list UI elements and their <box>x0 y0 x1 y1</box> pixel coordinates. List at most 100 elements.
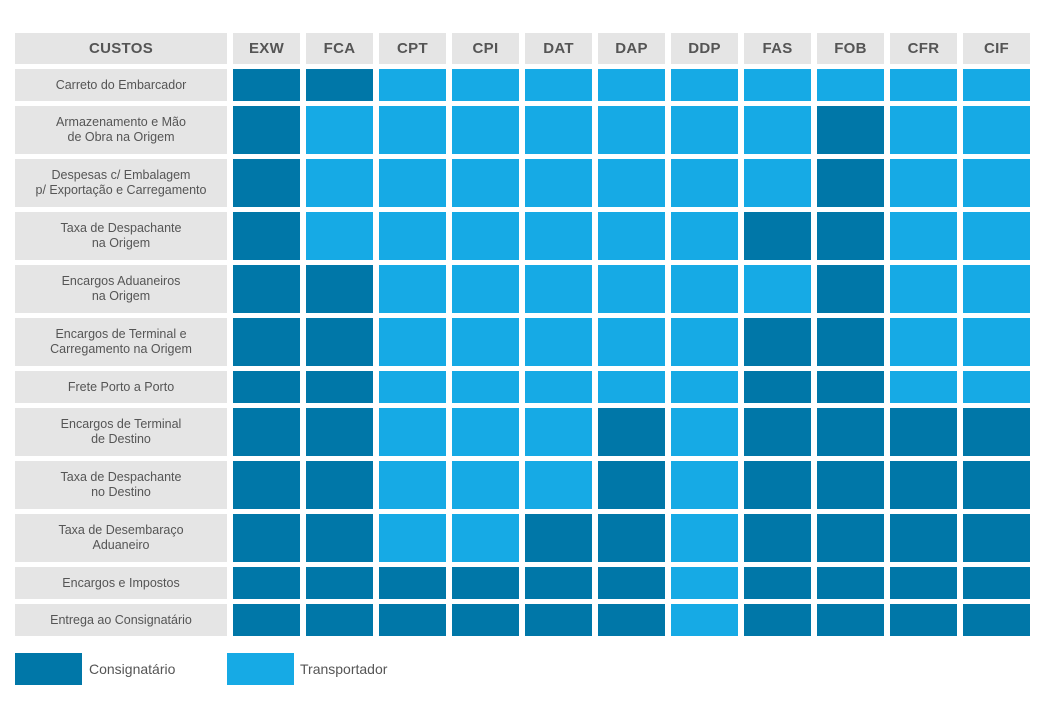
cell-cfr-transportador <box>890 318 957 366</box>
cell-ddp-transportador <box>671 159 738 207</box>
cell-cif-transportador <box>963 106 1030 154</box>
cell-cpt-consignatario <box>379 567 446 599</box>
cell-fob-consignatario <box>817 461 884 509</box>
cell-cpi-transportador <box>452 265 519 313</box>
header-dap: DAP <box>598 33 665 64</box>
cell-fca-transportador <box>306 106 373 154</box>
cell-exw-consignatario <box>233 212 300 260</box>
row-label: Entrega ao Consignatário <box>15 604 227 636</box>
cell-exw-consignatario <box>233 371 300 403</box>
cell-dap-transportador <box>598 318 665 366</box>
cell-ddp-transportador <box>671 567 738 599</box>
cell-cif-transportador <box>963 265 1030 313</box>
header-fas: FAS <box>744 33 811 64</box>
cell-dat-transportador <box>525 461 592 509</box>
cell-cfr-consignatario <box>890 461 957 509</box>
cell-fca-consignatario <box>306 69 373 101</box>
cell-cfr-consignatario <box>890 514 957 562</box>
cell-cfr-transportador <box>890 212 957 260</box>
cell-ddp-transportador <box>671 371 738 403</box>
cell-fob-consignatario <box>817 604 884 636</box>
legend-swatch-consignatario <box>15 653 82 685</box>
cell-cif-transportador <box>963 212 1030 260</box>
cell-cpt-transportador <box>379 265 446 313</box>
cell-cfr-transportador <box>890 159 957 207</box>
header-fca: FCA <box>306 33 373 64</box>
cell-cif-consignatario <box>963 567 1030 599</box>
cell-dat-transportador <box>525 371 592 403</box>
cell-cpt-transportador <box>379 69 446 101</box>
cell-fas-transportador <box>744 106 811 154</box>
cell-fob-transportador <box>817 69 884 101</box>
cell-dat-consignatario <box>525 514 592 562</box>
cell-exw-consignatario <box>233 514 300 562</box>
cell-cpt-transportador <box>379 371 446 403</box>
cell-ddp-transportador <box>671 106 738 154</box>
cell-cif-transportador <box>963 371 1030 403</box>
cell-fob-consignatario <box>817 159 884 207</box>
cell-exw-consignatario <box>233 461 300 509</box>
header-dat: DAT <box>525 33 592 64</box>
cell-cpt-transportador <box>379 106 446 154</box>
header-cpi: CPI <box>452 33 519 64</box>
row-label: Despesas c/ Embalagem p/ Exportação e Ca… <box>15 159 227 207</box>
cell-dap-transportador <box>598 159 665 207</box>
cell-fob-consignatario <box>817 408 884 456</box>
cell-cpt-transportador <box>379 212 446 260</box>
cell-fca-consignatario <box>306 265 373 313</box>
cell-dat-consignatario <box>525 604 592 636</box>
cell-fas-consignatario <box>744 212 811 260</box>
cell-fca-consignatario <box>306 567 373 599</box>
row-label: Encargos e Impostos <box>15 567 227 599</box>
cell-ddp-transportador <box>671 461 738 509</box>
cell-fas-consignatario <box>744 318 811 366</box>
cell-fas-consignatario <box>744 604 811 636</box>
cell-fas-transportador <box>744 265 811 313</box>
cell-fob-consignatario <box>817 514 884 562</box>
row-label: Encargos Aduaneiros na Origem <box>15 265 227 313</box>
cell-exw-consignatario <box>233 567 300 599</box>
header-exw: EXW <box>233 33 300 64</box>
cell-dap-consignatario <box>598 461 665 509</box>
row-label: Carreto do Embarcador <box>15 69 227 101</box>
cell-fas-consignatario <box>744 514 811 562</box>
cell-dap-transportador <box>598 69 665 101</box>
cell-ddp-transportador <box>671 212 738 260</box>
cell-ddp-transportador <box>671 69 738 101</box>
cell-dat-transportador <box>525 69 592 101</box>
cell-fob-consignatario <box>817 212 884 260</box>
row-label: Encargos de Terminal e Carregamento na O… <box>15 318 227 366</box>
cell-dap-transportador <box>598 265 665 313</box>
row-label: Taxa de Despachante no Destino <box>15 461 227 509</box>
cell-cif-consignatario <box>963 604 1030 636</box>
cell-cpt-transportador <box>379 408 446 456</box>
cell-fca-consignatario <box>306 461 373 509</box>
cell-cfr-transportador <box>890 69 957 101</box>
cell-fas-consignatario <box>744 408 811 456</box>
cell-cpt-transportador <box>379 514 446 562</box>
row-label: Frete Porto a Porto <box>15 371 227 403</box>
row-label: Armazenamento e Mão de Obra na Origem <box>15 106 227 154</box>
cell-fob-consignatario <box>817 567 884 599</box>
cell-cif-consignatario <box>963 514 1030 562</box>
cell-cpt-transportador <box>379 318 446 366</box>
cell-dap-consignatario <box>598 604 665 636</box>
cell-cpi-transportador <box>452 106 519 154</box>
cell-cpi-consignatario <box>452 567 519 599</box>
cell-ddp-transportador <box>671 408 738 456</box>
cell-fas-transportador <box>744 69 811 101</box>
cell-cfr-consignatario <box>890 567 957 599</box>
cell-cpt-transportador <box>379 461 446 509</box>
row-label: Taxa de Despachante na Origem <box>15 212 227 260</box>
cell-ddp-transportador <box>671 265 738 313</box>
cell-dap-consignatario <box>598 408 665 456</box>
cell-dat-consignatario <box>525 567 592 599</box>
cell-cfr-transportador <box>890 265 957 313</box>
cell-fca-transportador <box>306 159 373 207</box>
cell-ddp-transportador <box>671 318 738 366</box>
cell-dap-transportador <box>598 212 665 260</box>
cell-fob-consignatario <box>817 318 884 366</box>
cell-dap-transportador <box>598 106 665 154</box>
cell-fas-consignatario <box>744 461 811 509</box>
